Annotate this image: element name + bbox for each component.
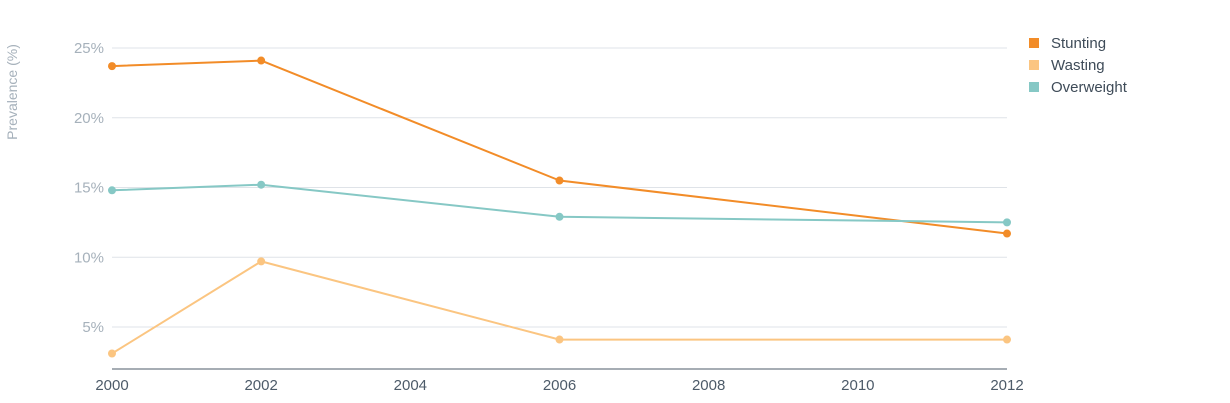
series-lines <box>108 56 1011 358</box>
data-point-stunting <box>108 62 116 71</box>
data-point-overweight <box>555 212 564 221</box>
data-point-wasting <box>257 257 266 266</box>
y-tick-label: 10% <box>74 249 104 266</box>
axes: 5% 10% 15% 20% 25% 2000 2002 2004 2006 2008 2010 20… <box>4 40 1024 394</box>
x-tick-label: 2004 <box>394 377 427 394</box>
legend-label: Wasting <box>1051 57 1105 74</box>
x-tick-label: 2012 <box>990 377 1023 394</box>
x-tick-label: 2008 <box>692 377 725 394</box>
legend-swatch-overweight <box>1029 82 1039 92</box>
gridlines <box>112 47 1007 328</box>
series-line-wasting <box>111 260 1007 355</box>
legend-swatch-wasting <box>1029 60 1039 70</box>
y-tick-label: 20% <box>74 110 104 127</box>
y-tick-label: 15% <box>74 180 104 197</box>
x-tick-label: 2006 <box>543 377 576 394</box>
x-tick-label: 2000 <box>95 377 128 394</box>
y-axis-title: Prevalence (%) <box>4 44 20 140</box>
legend: Stunting Wasting Overweight <box>1029 35 1128 96</box>
data-point-stunting <box>257 56 266 65</box>
data-point-overweight <box>1003 218 1011 227</box>
x-tick-label: 2002 <box>244 377 277 394</box>
data-point-wasting <box>108 349 116 358</box>
series-line-stunting <box>111 59 1008 235</box>
y-tick-label: 25% <box>74 40 104 57</box>
data-point-overweight <box>108 186 116 195</box>
data-point-stunting <box>555 176 564 185</box>
legend-label: Stunting <box>1051 35 1106 52</box>
data-point-stunting <box>1003 229 1011 238</box>
data-point-wasting <box>1003 335 1011 344</box>
data-point-wasting <box>555 335 564 344</box>
data-point-overweight <box>257 180 266 189</box>
legend-swatch-stunting <box>1029 38 1039 48</box>
y-tick-label: 5% <box>82 319 104 336</box>
x-tick-label: 2010 <box>841 377 874 394</box>
series-line-overweight <box>111 183 1008 224</box>
legend-label: Overweight <box>1051 79 1128 96</box>
